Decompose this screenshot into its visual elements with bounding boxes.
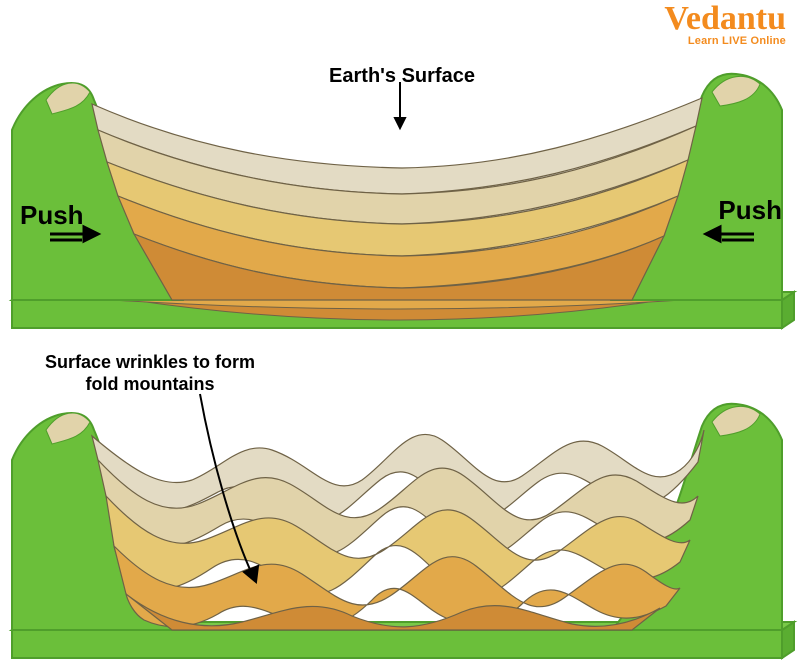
fold-mountain-diagram <box>0 0 806 665</box>
label-push-left: Push <box>20 200 84 231</box>
label-wrinkles: Surface wrinkles to form fold mountains <box>45 352 255 395</box>
panel-before <box>12 74 794 328</box>
label-earths-surface: Earth's Surface <box>329 64 475 88</box>
panel-after <box>12 394 794 658</box>
label-push-right: Push <box>718 195 782 226</box>
